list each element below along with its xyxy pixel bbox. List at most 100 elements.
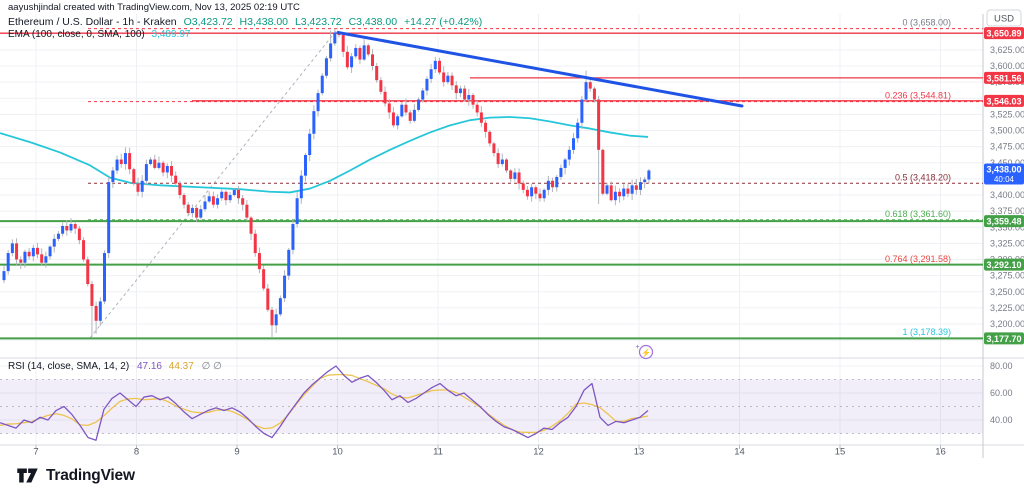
candle-body <box>601 149 605 194</box>
fib-level-label: 0.236 (3,544.81) <box>885 91 951 101</box>
candle-body <box>107 182 111 254</box>
candle-body <box>530 187 534 197</box>
candle-body <box>199 209 203 218</box>
candle-body <box>170 165 173 176</box>
candle-body <box>383 91 387 104</box>
price-tick-label: 3,325.00 <box>990 238 1024 248</box>
candle-body <box>572 138 575 150</box>
candle-body <box>509 170 513 179</box>
price-tick-label: 3,525.00 <box>990 109 1024 119</box>
candle-body <box>65 225 69 231</box>
flash-icon-circle <box>638 344 654 360</box>
ohlc-close: C3,438.00 <box>348 16 398 28</box>
chart-svg[interactable]: ⚡+3,650.003,625.003,600.003,575.003,550.… <box>0 0 1024 458</box>
price-tick-label: 3,375.00 <box>990 206 1024 216</box>
ohlc-change: +14.27 (+0.42%) <box>403 16 483 28</box>
rsi-legend[interactable]: RSI (14, close, SMA, 14, 2) 47.16 44.37 … <box>8 361 222 372</box>
candle-body <box>132 169 136 184</box>
ema-legend[interactable]: EMA (100, close, 0, SMA, 100) 3,489.97 <box>8 29 190 40</box>
candle-body <box>626 188 630 194</box>
candle-body <box>488 131 492 144</box>
candle-body <box>211 196 215 205</box>
price-axis-chip: 3,546.03 <box>984 94 1024 107</box>
candle-body <box>597 99 601 150</box>
tradingview-logo-icon[interactable] <box>16 467 39 484</box>
price-tick-label: 3,275.00 <box>990 271 1024 281</box>
candle-body <box>216 198 220 205</box>
candle-body <box>442 72 446 83</box>
candle-body <box>23 251 27 263</box>
candle-body <box>551 180 555 188</box>
price-tick-label: 3,600.00 <box>990 61 1024 71</box>
candle-body <box>350 56 354 68</box>
candle-body <box>341 35 345 52</box>
candle-body <box>304 155 307 176</box>
candle-body <box>387 103 391 113</box>
candle-body <box>588 82 592 89</box>
candle-body <box>203 201 207 210</box>
rsi-sma-value: 44.37 <box>168 361 194 372</box>
time-tick-label: 12 <box>533 447 544 458</box>
candle-body <box>232 189 236 196</box>
candle-body <box>429 69 433 79</box>
candle-body <box>639 182 642 190</box>
candle-body <box>27 251 31 257</box>
candle-body <box>647 170 651 180</box>
ohlc-open: O3,423.72 <box>183 16 233 28</box>
flash-pattern-icon[interactable]: ⚡+ <box>635 344 654 360</box>
price-axis-chip: 3,292.10 <box>984 258 1024 271</box>
price-axis-chip: 3,177.70 <box>984 332 1024 345</box>
candle-body <box>345 51 349 68</box>
candle-body <box>400 104 404 117</box>
rsi-value: 47.16 <box>136 361 162 372</box>
time-axis[interactable]: 7 8 9 10 11 12 13 14 15 16 <box>0 445 983 458</box>
candle-body <box>333 32 337 44</box>
price-tick-label: 3,225.00 <box>990 303 1024 313</box>
candle-body <box>94 305 98 321</box>
price-tick-label: 3,475.00 <box>990 142 1024 152</box>
candle-body <box>283 275 287 299</box>
ohlc-low: L3,423.72 <box>294 16 342 28</box>
candle-body <box>178 183 182 196</box>
price-tick-label: 3,450.00 <box>990 158 1024 168</box>
candle-body <box>446 75 450 83</box>
candle-body <box>513 172 517 179</box>
price-axis-chip: 3,650.89 <box>984 27 1024 40</box>
bottom-bar: TradingView <box>0 458 1024 493</box>
candle-body <box>308 133 312 156</box>
candle-body <box>433 60 437 70</box>
candle-body <box>82 240 86 260</box>
price-tick-label: 3,200.00 <box>990 319 1024 329</box>
candle-body <box>312 111 316 134</box>
candle-body <box>421 90 425 100</box>
rsi-line <box>0 365 649 441</box>
chip-price-label: 3,177.70 <box>986 334 1021 344</box>
candle-body <box>266 288 270 310</box>
candle-body <box>10 243 14 254</box>
candle-body <box>90 284 94 306</box>
rsi-band-fill <box>0 379 983 434</box>
currency-box[interactable]: USD <box>986 9 1022 27</box>
currency-box-border <box>986 9 1022 27</box>
candle-body <box>228 195 232 201</box>
candle-body <box>320 75 324 94</box>
candle-body <box>56 233 60 239</box>
tradingview-logo-text[interactable]: TradingView <box>46 466 135 484</box>
candle-body <box>500 159 504 165</box>
candle-body <box>253 233 257 254</box>
candle-body <box>15 243 19 260</box>
candle-body <box>592 88 596 100</box>
candle-body <box>517 172 521 184</box>
time-tick-label: 10 <box>332 447 343 458</box>
ema-label: EMA (100, close, 0, SMA, 100) <box>8 29 145 40</box>
candle-body <box>103 253 106 302</box>
candle-body <box>262 269 266 289</box>
time-tick-label: 14 <box>734 447 745 458</box>
descending-trendline[interactable] <box>336 30 744 108</box>
symbol-legend[interactable]: Ethereum / U.S. Dollar - 1h - Kraken O3,… <box>8 16 482 28</box>
candle-body <box>542 189 546 199</box>
candle-body <box>479 112 483 123</box>
candle-body <box>274 314 278 326</box>
